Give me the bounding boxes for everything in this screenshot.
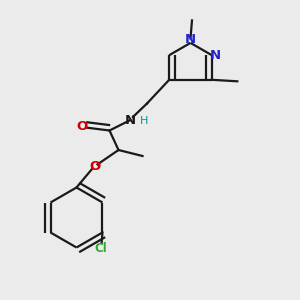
Text: O: O <box>89 160 100 173</box>
Text: N: N <box>210 49 221 62</box>
Text: N: N <box>185 33 196 46</box>
Text: N: N <box>125 113 136 127</box>
Text: O: O <box>77 119 88 133</box>
Text: Cl: Cl <box>94 242 107 256</box>
Text: H: H <box>140 116 148 127</box>
